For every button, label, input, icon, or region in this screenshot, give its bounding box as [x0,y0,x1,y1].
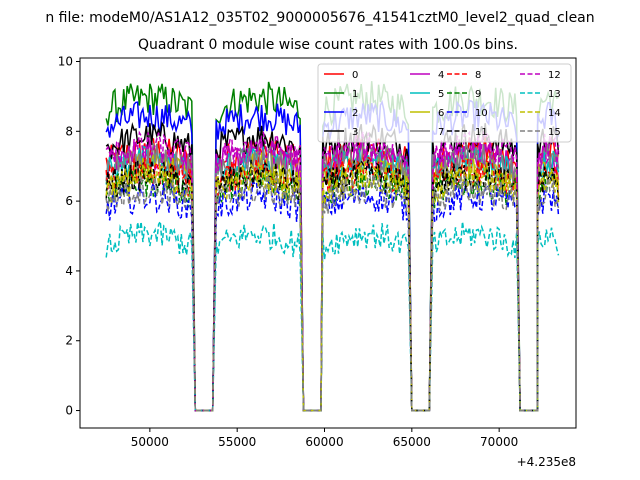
series-line-15 [105,173,560,412]
y-tick-label: 2 [65,334,73,348]
series-line-5 [105,145,560,412]
legend-label-15: 15 [548,127,561,138]
y-tick-label: 6 [65,194,73,208]
legend-label-11: 11 [475,127,488,138]
series-layer [105,81,560,412]
legend-label-0: 0 [352,70,358,81]
legend-label-1: 1 [352,89,358,100]
legend-label-13: 13 [548,89,561,100]
legend-box [317,63,572,143]
y-tick-label: 0 [65,404,73,418]
legend-label-3: 3 [352,127,358,138]
legend-label-7: 7 [438,127,444,138]
legend-label-4: 4 [438,70,444,81]
x-offset-label: +4.235e8 [517,455,576,469]
x-tick-label: 65000 [393,435,431,449]
x-tick-label: 60000 [305,435,343,449]
y-tick-label: 10 [58,54,73,68]
x-tick-label: 50000 [131,435,169,449]
x-tick-label: 70000 [480,435,518,449]
legend-label-9: 9 [475,89,481,100]
legend-label-2: 2 [352,108,358,119]
legend-label-14: 14 [548,108,561,119]
plot-frame [79,57,577,429]
legend-label-5: 5 [438,89,444,100]
legend-label-8: 8 [475,70,481,81]
x-axis: 50000 55000 60000 65000 70000 [131,428,518,449]
series-line-12 [105,130,560,412]
chart-suptitle: n file: modeM0/AS1A12_035T02_9000005676_… [45,10,594,26]
y-axis: 0 2 4 6 8 10 [58,54,80,418]
series-line-10 [105,180,560,412]
series-line-13 [105,218,560,412]
series-line-11 [105,159,560,412]
y-tick-label: 8 [65,124,73,138]
legend-label-10: 10 [475,108,488,119]
y-tick-label: 4 [65,264,73,278]
x-tick-label: 55000 [218,435,256,449]
chart-title: Quadrant 0 module wise count rates with … [138,37,518,53]
legend-label-6: 6 [438,108,444,119]
legend-label-12: 12 [548,70,561,81]
